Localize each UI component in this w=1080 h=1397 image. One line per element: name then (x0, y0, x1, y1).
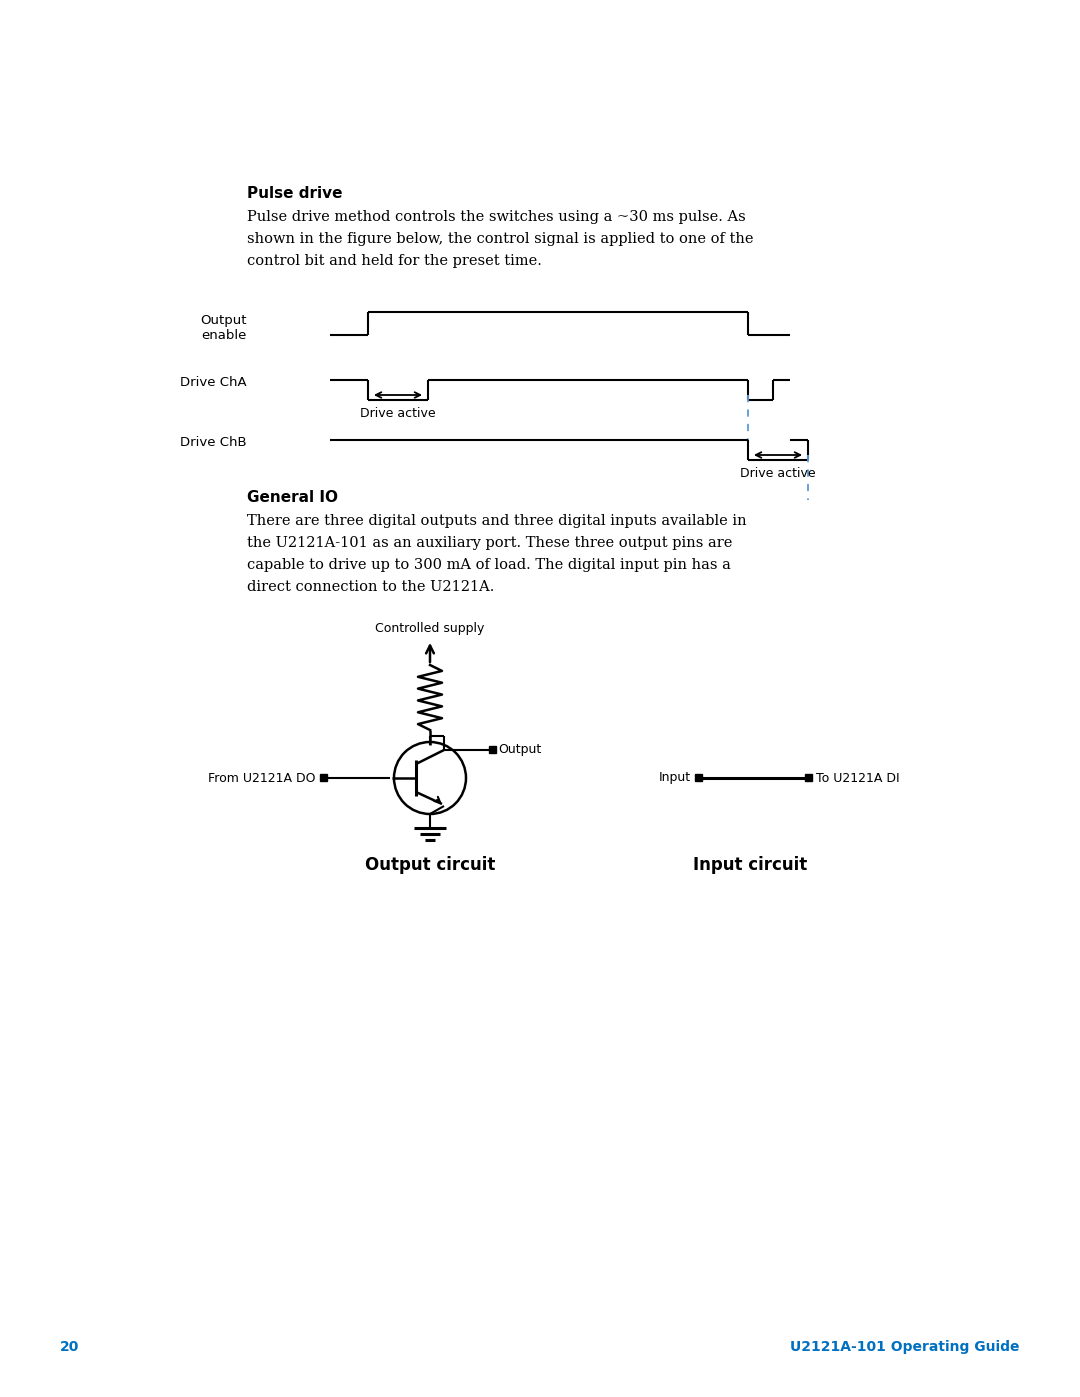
Bar (805, 774, 812, 781)
Text: the U2121A-101 as an auxiliary port. These three output pins are: the U2121A-101 as an auxiliary port. The… (247, 536, 732, 550)
Text: Drive active: Drive active (361, 407, 436, 420)
Text: direct connection to the U2121A.: direct connection to the U2121A. (247, 580, 495, 594)
Text: capable to drive up to 300 mA of load. The digital input pin has a: capable to drive up to 300 mA of load. T… (247, 557, 731, 571)
Text: Input: Input (659, 771, 691, 785)
Text: control bit and held for the preset time.: control bit and held for the preset time… (247, 254, 542, 268)
Text: Drive ChA: Drive ChA (180, 376, 247, 388)
Text: Pulse drive: Pulse drive (247, 186, 342, 201)
Text: General IO: General IO (247, 490, 338, 504)
Text: Input circuit: Input circuit (693, 856, 807, 875)
Text: Output: Output (498, 743, 541, 757)
Text: 20: 20 (60, 1340, 79, 1354)
Text: shown in the figure below, the control signal is applied to one of the: shown in the figure below, the control s… (247, 232, 754, 246)
Text: Pulse drive method controls the switches using a ~30 ms pulse. As: Pulse drive method controls the switches… (247, 210, 746, 224)
Text: There are three digital outputs and three digital inputs available in: There are three digital outputs and thre… (247, 514, 746, 528)
Text: Output
enable: Output enable (201, 314, 247, 342)
Text: Output circuit: Output circuit (365, 856, 496, 875)
Text: Drive ChB: Drive ChB (180, 436, 247, 448)
Text: U2121A-101 Operating Guide: U2121A-101 Operating Guide (791, 1340, 1020, 1354)
Text: Drive active: Drive active (740, 467, 815, 481)
Text: Controlled supply: Controlled supply (376, 622, 485, 636)
Text: To U2121A DI: To U2121A DI (816, 771, 900, 785)
Text: From U2121A DO: From U2121A DO (208, 771, 316, 785)
Bar (320, 774, 327, 781)
Bar (696, 774, 702, 781)
Bar (489, 746, 496, 753)
